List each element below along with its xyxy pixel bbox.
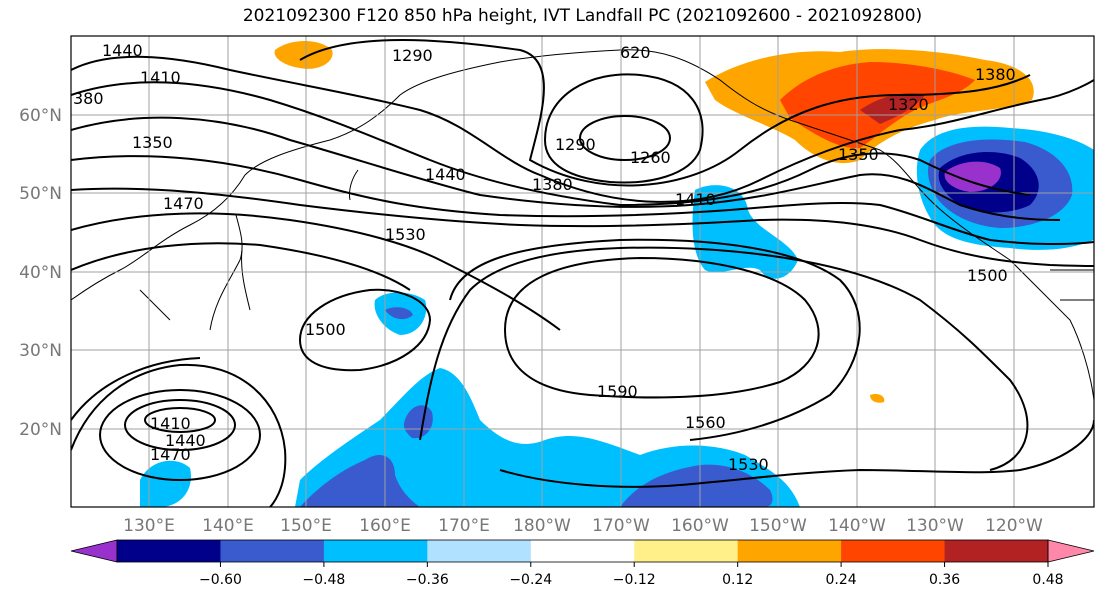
colorbar-ticks: −0.60 −0.48 −0.36 −0.24 −0.12 0.12 0.24 0.36 0.4…	[199, 562, 1064, 588]
contour-label: 1440	[102, 41, 143, 60]
contour-label: 1380	[532, 175, 573, 194]
lon-label: 150°E	[280, 516, 332, 536]
colorbar-extend-high	[1047, 539, 1095, 563]
colorbar: −0.60 −0.48 −0.36 −0.24 −0.12 0.12 0.24 0.36 0.4…	[70, 539, 1095, 588]
contour-label: 1410	[140, 68, 181, 87]
colorbar-segment	[220, 540, 325, 562]
lon-label: 120°W	[985, 516, 1043, 536]
colorbar-tick-label: −0.24	[509, 572, 552, 588]
contour-label: 1560	[685, 413, 726, 432]
longitude-labels: 130°E 140°E 150°E 160°E 170°E 180°W 170°…	[123, 516, 1043, 536]
contour-label: 1530	[728, 455, 769, 474]
lon-label: 160°E	[359, 516, 411, 536]
contour-label: 1350	[838, 145, 879, 164]
lat-label: 50°N	[19, 184, 62, 204]
contour-label: 1290	[392, 46, 433, 65]
latitude-labels: 60°N 50°N 40°N 30°N 20°N	[19, 106, 62, 440]
colorbar-segments	[117, 540, 1049, 562]
contour-label: 1260	[630, 148, 671, 167]
lon-label: 170°W	[592, 516, 650, 536]
coastlines	[71, 49, 1094, 401]
lon-label: 170°E	[438, 516, 490, 536]
colorbar-segment	[117, 540, 221, 562]
colorbar-segment	[323, 540, 428, 562]
contour-label: 1470	[163, 194, 204, 213]
contour-label: 1590	[597, 382, 638, 401]
colorbar-tick-label: −0.60	[199, 572, 242, 588]
lat-label: 20°N	[19, 420, 62, 440]
lon-label: 180°W	[513, 516, 571, 536]
contour-label: 1380	[975, 65, 1016, 84]
colorbar-tick-label: −0.36	[406, 572, 449, 588]
colorbar-tick-label: 0.48	[1032, 572, 1063, 588]
lon-label: 130°W	[906, 516, 964, 536]
colorbar-segment	[737, 540, 842, 562]
colorbar-tick-label: 0.36	[929, 572, 960, 588]
contour-label: 1440	[165, 431, 206, 450]
lon-label: 160°W	[671, 516, 729, 536]
contour-label: 620	[620, 43, 651, 62]
colorbar-tick-label: 0.12	[722, 572, 753, 588]
lat-label: 60°N	[19, 106, 62, 126]
colorbar-segment	[427, 540, 532, 562]
lon-label: 140°E	[202, 516, 254, 536]
colorbar-segment	[634, 540, 739, 562]
contour-label: 1410	[150, 414, 191, 433]
map-border	[70, 35, 1095, 508]
colorbar-tick-label: −0.12	[613, 572, 656, 588]
colorbar-segment	[841, 540, 946, 562]
contour-label: 1350	[132, 133, 173, 152]
contour-label: 1500	[967, 266, 1008, 285]
colorbar-extend-low	[70, 539, 118, 563]
contour-label: 1290	[555, 135, 596, 154]
colorbar-segment	[530, 540, 635, 562]
lat-label: 40°N	[19, 263, 62, 283]
contour-label: 1470	[150, 445, 191, 464]
colorbar-frame	[116, 539, 1049, 563]
lon-label: 130°E	[123, 516, 175, 536]
contour-labels: 1440 1410 380 1350 1470 1290 620 1290 12…	[73, 41, 1016, 474]
contour-label: 1410	[675, 190, 716, 209]
contour-label: 1440	[425, 165, 466, 184]
map-title: 2021092300 F120 850 hPa height, IVT Land…	[242, 6, 923, 26]
colorbar-segment	[944, 540, 1049, 562]
contour-label: 1320	[888, 95, 929, 114]
lon-label: 140°W	[828, 516, 886, 536]
height-contours	[71, 39, 1094, 507]
colorbar-tick-label: −0.48	[302, 572, 345, 588]
lon-label: 150°W	[749, 516, 807, 536]
lat-label: 30°N	[19, 341, 62, 361]
contour-label: 1530	[385, 225, 426, 244]
contour-label: 380	[73, 89, 104, 108]
colorbar-tick-label: 0.24	[826, 572, 857, 588]
contour-label: 1500	[305, 320, 346, 339]
